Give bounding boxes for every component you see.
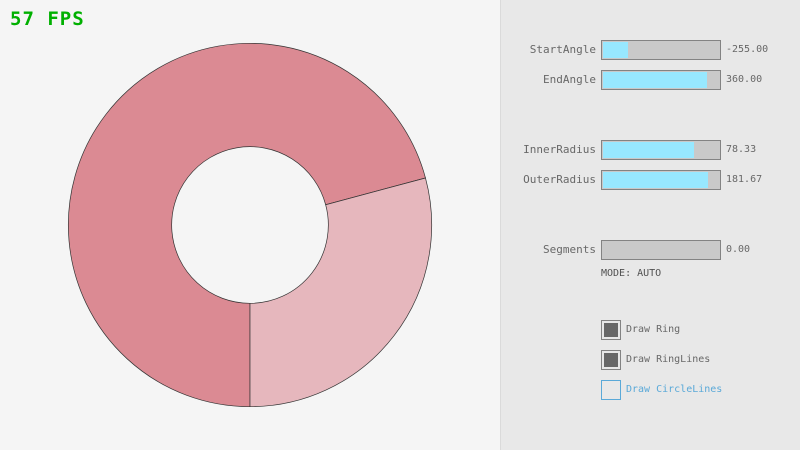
slider-value: 181.67 <box>726 174 763 185</box>
slider-track[interactable] <box>601 170 721 190</box>
slider-fill <box>603 42 629 58</box>
slider-fill <box>603 142 694 158</box>
slider-track[interactable] <box>601 140 721 160</box>
ring-canvas <box>68 42 432 408</box>
slider-value: 0.00 <box>726 244 751 255</box>
control-panel: StartAngle -255.00 EndAngle 360.00 Inner… <box>500 0 800 450</box>
slider-value: -255.00 <box>726 44 769 55</box>
slider-track[interactable] <box>601 70 721 90</box>
slider-end-angle[interactable]: EndAngle 360.00 <box>501 70 800 90</box>
draw-ring-label[interactable]: Draw Ring <box>626 324 681 335</box>
slider-value: 78.33 <box>726 144 757 155</box>
ring-segment-main <box>68 42 426 408</box>
ring-segment-overlap <box>249 177 432 408</box>
slider-label: OuterRadius <box>523 173 596 186</box>
slider-fill <box>603 172 709 188</box>
draw-circlelines-label[interactable]: Draw CircleLines <box>626 384 723 395</box>
slider-label: StartAngle <box>529 43 596 56</box>
draw-ringlines-label[interactable]: Draw RingLines <box>626 354 711 365</box>
mode-label: MODE: AUTO <box>601 268 662 279</box>
fps-counter: 57 FPS <box>10 8 85 30</box>
draw-ring-checkbox[interactable] <box>601 320 621 340</box>
slider-inner-radius[interactable]: InnerRadius 78.33 <box>501 140 800 160</box>
slider-segments[interactable]: Segments 0.00 <box>501 240 800 260</box>
canvas-area: 57 FPS <box>10 8 432 408</box>
slider-outer-radius[interactable]: OuterRadius 181.67 <box>501 170 800 190</box>
slider-track[interactable] <box>601 240 721 260</box>
draw-ringlines-checkbox[interactable] <box>601 350 621 370</box>
slider-value: 360.00 <box>726 74 763 85</box>
slider-label: Segments <box>543 243 596 256</box>
slider-track[interactable] <box>601 40 721 60</box>
draw-circlelines-checkbox[interactable] <box>601 380 621 400</box>
slider-label: InnerRadius <box>523 143 596 156</box>
slider-start-angle[interactable]: StartAngle -255.00 <box>501 40 800 60</box>
slider-fill <box>603 72 708 88</box>
slider-label: EndAngle <box>543 73 596 86</box>
